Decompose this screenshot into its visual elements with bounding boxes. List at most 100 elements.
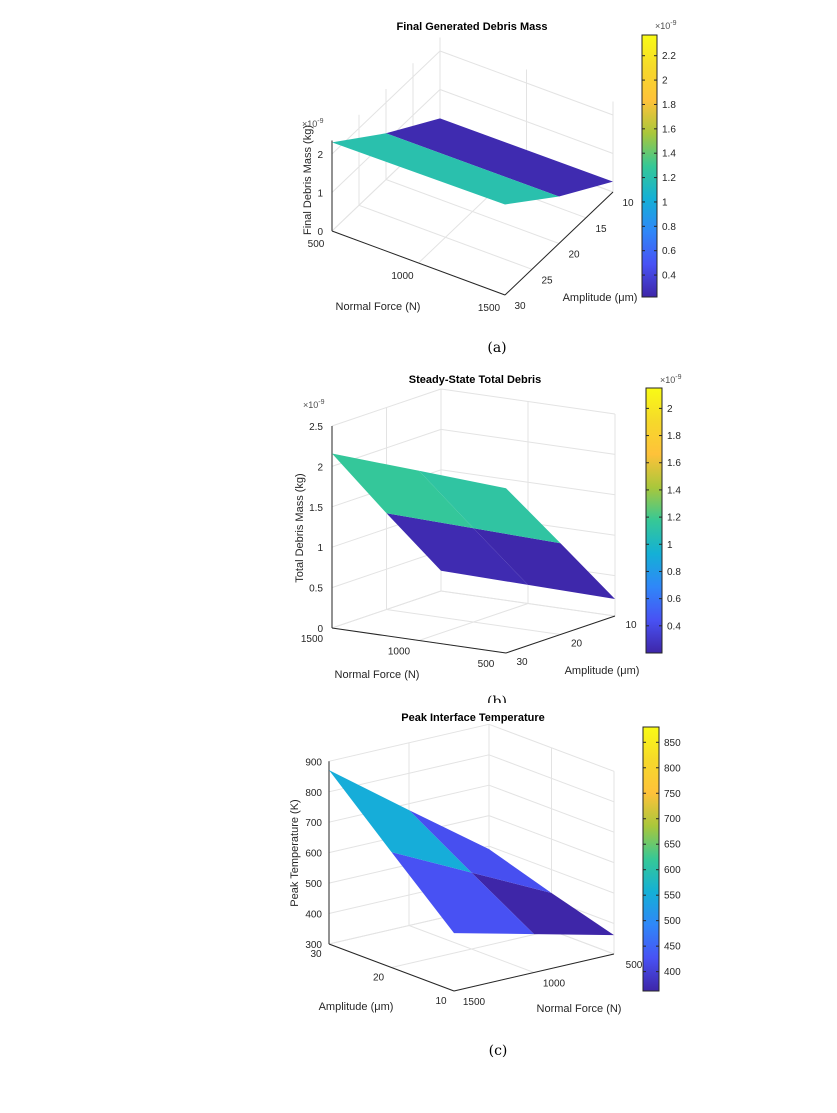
chart-b-plot: 500 1000 1500 10 20 30 0 0.5 1 1.5 2 2.5 0.4 0.6 0.8 1 1…: [301, 387, 681, 670]
x-tick-label: 1000: [388, 647, 411, 658]
y-gridline: [386, 609, 561, 635]
colorbar: [645, 387, 663, 654]
x-tick-label: 1500: [301, 634, 324, 645]
x-tick-label: 1000: [543, 979, 566, 990]
y-gridline: [391, 930, 552, 968]
z-gridline: [331, 50, 441, 155]
colorbar-tick-label: 400: [664, 967, 681, 978]
y-tick-label: 30: [516, 657, 528, 668]
z-tick-label: 600: [305, 849, 322, 860]
z-tick-label: 1: [317, 543, 323, 554]
y-tick-label: 10: [625, 620, 637, 631]
chart-b-xlabel: Normal Force (N): [335, 669, 420, 681]
surface-face: [329, 770, 472, 873]
colorbar-tick-label: 600: [664, 865, 681, 876]
z-gridline: [440, 428, 616, 455]
surface-face: [419, 470, 561, 544]
surface-face: [391, 852, 534, 935]
colorbar-tick-label: 750: [664, 789, 681, 800]
y-tick-label: 25: [541, 275, 553, 286]
colorbar-tick-label: 700: [664, 814, 681, 825]
y-tick-label: 15: [595, 224, 607, 235]
colorbar-tick-label: 1.2: [662, 173, 676, 184]
x-axis-line: [331, 627, 507, 654]
y-tick-label: 20: [568, 250, 580, 261]
y-tick-label: 10: [622, 198, 634, 209]
chart-b-title: Steady-State Total Debris: [409, 374, 541, 386]
z-tick-label: 400: [305, 910, 322, 921]
z-gridline: [331, 388, 442, 427]
y-gridline: [358, 204, 533, 270]
surface-face: [332, 453, 474, 529]
colorbar-tick-label: 1.6: [662, 124, 676, 135]
z-tick-label: 2.5: [309, 422, 323, 433]
y-axis-line: [328, 943, 455, 992]
z-gridline: [440, 388, 616, 415]
z-gridline: [488, 723, 615, 772]
chart-c-title: Peak Interface Temperature: [401, 712, 544, 724]
chart-b-zlabel: Total Debris Mass (kg): [294, 473, 306, 582]
chart-a: 500 1000 1500 10 15 20 25 30 0 1 2 0.4 0.6 0.8 1 1.2 1.4…: [302, 20, 677, 356]
colorbar-tick-label: 0.4: [662, 271, 676, 282]
chart-b: 500 1000 1500 10 20 30 0 0.5 1 1.5 2 2.5 0.4 0.6 0.8 1 1…: [294, 374, 682, 710]
colorbar-tick-label: 1: [662, 197, 668, 208]
x-tick-label: 1500: [463, 997, 486, 1008]
y-tick-label: 20: [571, 639, 583, 650]
x-axis-line: [331, 230, 506, 296]
z-gridline: [488, 754, 615, 803]
chart-b-z-exponent: ×10-9: [303, 399, 325, 410]
x-tick-label: 1000: [391, 271, 414, 282]
colorbar-tick-label: 800: [664, 763, 681, 774]
z-gridline: [331, 590, 442, 629]
colorbar-tick-label: 0.8: [667, 567, 681, 578]
chart-c-caption: (c): [489, 1043, 508, 1059]
y-gridline: [385, 179, 560, 244]
chart-a-zlabel: Final Debris Mass (kg): [302, 125, 314, 235]
z-tick-label: 0.5: [309, 584, 323, 595]
colorbar-tick-label: 2.2: [662, 51, 676, 62]
chart-c-ylabel: Amplitude (μm): [319, 1001, 394, 1013]
x-tick-label: 500: [478, 659, 495, 670]
y-axis-line: [504, 191, 614, 296]
colorbar-tick-label: 0.6: [662, 246, 676, 257]
colorbar-tick-label: 500: [664, 916, 681, 927]
z-gridline: [328, 723, 490, 762]
colorbar-tick-label: 0.8: [662, 222, 676, 233]
chart-c-zlabel: Peak Temperature (K): [289, 799, 301, 906]
y-tick-label: 10: [435, 996, 447, 1007]
y-tick-label: 20: [373, 973, 385, 984]
colorbar-tick-label: 450: [664, 942, 681, 953]
z-tick-label: 700: [305, 818, 322, 829]
colorbar-tick-label: 650: [664, 840, 681, 851]
z-gridline: [439, 89, 614, 154]
colorbar-tick-label: 1.2: [667, 513, 681, 524]
colorbar-tick-label: 1.8: [662, 100, 676, 111]
z-gridline: [331, 550, 442, 589]
colorbar: [641, 34, 658, 298]
z-tick-label: 900: [305, 757, 322, 768]
z-gridline: [328, 784, 490, 823]
z-tick-label: 2: [317, 462, 323, 473]
colorbar-tick-label: 1.4: [667, 485, 681, 496]
colorbar-tick-label: 1.8: [667, 431, 681, 442]
z-tick-label: 300: [305, 940, 322, 951]
colorbar-tick-label: 1.4: [662, 149, 676, 160]
surface-face: [409, 810, 552, 893]
colorbar-tick-label: 1.6: [667, 458, 681, 469]
z-tick-label: 1: [317, 189, 323, 200]
z-gridline: [440, 590, 616, 617]
colorbar-tick-label: 850: [664, 738, 681, 749]
z-tick-label: 500: [305, 879, 322, 890]
colorbar-tick-label: 2: [667, 404, 673, 415]
surface-face: [386, 118, 613, 197]
chart-a-title: Final Generated Debris Mass: [397, 21, 548, 33]
chart-c-xlabel: Normal Force (N): [537, 1003, 622, 1015]
x-tick-label: 500: [308, 239, 325, 250]
chart-a-ylabel: Amplitude (μm): [563, 292, 638, 304]
chart-b-ylabel: Amplitude (μm): [565, 665, 640, 677]
chart-a-colorbar-exponent: ×10-9: [655, 20, 677, 31]
surface-face: [386, 513, 528, 585]
z-tick-label: 800: [305, 788, 322, 799]
